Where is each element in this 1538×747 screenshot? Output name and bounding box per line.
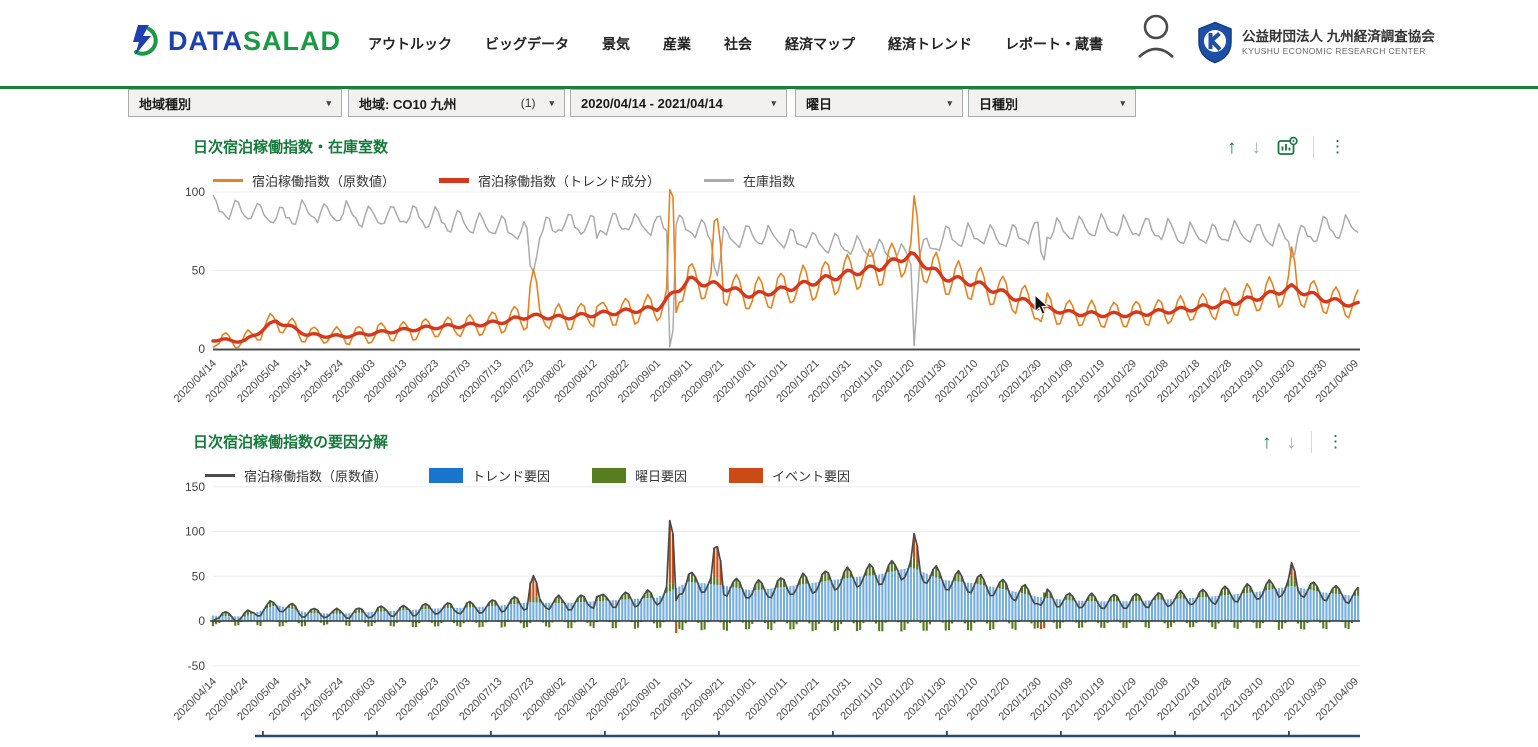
legend-swatch [213,179,243,182]
next-chart-tick [832,731,834,736]
datasalad-logo[interactable]: DATASALAD [126,24,341,58]
move-down-icon[interactable]: ↓ [1286,431,1297,453]
y-tick-label: 100 [185,525,205,539]
nav-item-keiki[interactable]: 景気 [602,36,630,52]
nav-item-bigdata[interactable]: ビッグデータ [485,36,569,52]
legend-item-trend-factor[interactable]: トレンド要因 [429,466,550,485]
legend-swatch [592,468,627,483]
filter-label: 曜日 [806,96,833,112]
move-down-icon[interactable]: ↓ [1251,136,1262,158]
legend-item-inventory[interactable]: 在庫指数 [704,171,795,190]
legend-item-weekday-factor[interactable]: 曜日要因 [592,466,687,485]
legend-label: トレンド要因 [472,469,551,484]
decomposition-chart-title: 日次宿泊稼働指数の要因分解 [193,434,389,451]
legend-label: 宿泊稼働指数（原数値） [244,469,388,484]
y-tick-label: 0 [198,342,205,356]
kebab-menu-icon[interactable]: ⋮ [1327,432,1344,451]
next-chart-tick [604,731,606,736]
main-nav: アウトルック ビッグデータ 景気 産業 社会 経済マップ 経済トレンド レポート… [368,34,1103,54]
filter-label: 地域: CO10 九州 [359,96,457,112]
nav-item-econ-trend[interactable]: 経済トレンド [888,36,972,52]
header: DATASALAD アウトルック ビッグデータ 景気 産業 社会 経済マップ 経… [0,0,1538,86]
chevron-down-icon: ▾ [771,97,776,108]
filter-weekday[interactable]: 曜日 ▾ [795,89,963,117]
legend-swatch [439,178,470,183]
kerc-shield-icon [1198,21,1232,64]
legend-label: 曜日要因 [635,469,688,484]
y-tick-label: -50 [188,659,206,673]
legend-swatch [729,468,764,483]
decomposition-chart-legend: 宿泊稼働指数（原数値） トレンド要因 曜日要因 イベント要因 [205,466,850,485]
y-tick-label: 50 [192,569,206,583]
header-divider [0,86,1538,89]
occupancy-chart-toolbar: ↑ ↓ ⋮ [1227,136,1346,158]
legend-label: イベント要因 [772,469,851,484]
toolbar-divider [1313,136,1314,158]
chevron-down-icon: ▾ [549,97,554,108]
series-occupancy-trend [211,251,1360,344]
decomposition-chart-toolbar: ↑ ↓ ⋮ [1262,431,1344,453]
nav-item-outlook[interactable]: アウトルック [368,36,452,52]
legend-label: 宿泊稼働指数（トレンド成分） [478,174,661,189]
filter-label: 日種別 [979,96,1019,112]
chevron-down-icon: ▾ [1120,97,1125,108]
move-up-icon[interactable]: ↑ [1227,136,1237,158]
y-tick-label: 150 [185,480,205,494]
next-chart-tick [376,731,378,736]
filter-region-type[interactable]: 地域種別 ▾ [128,89,342,117]
occupancy-chart-legend: 宿泊稼働指数（原数値） 宿泊稼働指数（トレンド成分） 在庫指数 [213,171,795,190]
next-chart-tick [262,731,264,736]
legend-label: 在庫指数 [743,174,796,189]
y-tick-label: 0 [198,614,205,628]
org-text: 公益財団法人 九州経済調査協会 KYUSHU ECONOMIC RESEARCH… [1242,29,1435,57]
legend-item-event-factor[interactable]: イベント要因 [729,466,850,485]
legend-swatch [429,468,464,483]
legend-swatch [205,474,235,477]
series-inventory-index [212,194,1359,348]
next-chart-tick [1288,731,1290,736]
y-tick-label: 100 [185,185,205,199]
next-chart-tick [1174,731,1176,736]
org-name-ja: 公益財団法人 九州経済調査協会 [1242,28,1435,44]
mouse-cursor [1034,294,1049,316]
filter-label: 2020/04/14 - 2021/04/14 [581,95,723,111]
nav-item-econ-map[interactable]: 経済マップ [785,36,855,52]
legend-item-raw-line[interactable]: 宿泊稼働指数（原数値） [205,466,387,485]
move-up-icon[interactable]: ↑ [1262,431,1272,453]
next-chart-tick [1060,731,1062,736]
legend-item-trend[interactable]: 宿泊稼働指数（トレンド成分） [439,171,660,190]
chevron-down-icon: ▾ [326,97,331,108]
nav-item-report[interactable]: レポート・蔵書 [1005,36,1103,52]
filter-region[interactable]: 地域: CO10 九州 (1) ▾ [348,89,565,117]
nav-item-shakai[interactable]: 社会 [724,36,752,52]
chevron-down-icon: ▾ [947,97,952,108]
user-avatar-icon[interactable] [1134,11,1178,64]
series-occupancy-raw-line [212,519,1359,622]
chart-settings-icon[interactable] [1276,136,1298,158]
datasalad-logo-icon [133,25,158,56]
filter-date-range[interactable]: 2020/04/14 - 2021/04/14 ▾ [570,89,787,117]
next-chart-tick [490,731,492,736]
next-chart-tick [718,731,720,736]
kebab-menu-icon[interactable]: ⋮ [1329,137,1346,156]
legend-swatch [704,179,735,182]
occupancy-chart-title: 日次宿泊稼働指数・在庫室数 [193,139,389,156]
kerc-logo[interactable]: 公益財団法人 九州経済調査協会 KYUSHU ECONOMIC RESEARCH… [1196,21,1435,64]
org-name-en: KYUSHU ECONOMIC RESEARCH CENTER [1242,45,1426,56]
series-occupancy-raw [212,188,1359,349]
filter-day-type[interactable]: 日種別 ▾ [968,89,1136,117]
nav-item-sangyo[interactable]: 産業 [663,36,691,52]
legend-label: 宿泊稼働指数（原数値） [252,174,396,189]
legend-item-raw[interactable]: 宿泊稼働指数（原数値） [213,171,395,190]
toolbar-divider [1311,431,1312,453]
filter-label: 地域種別 [139,96,192,112]
logo-text: DATASALAD [168,25,341,56]
next-chart-tick [946,731,948,736]
y-tick-label: 50 [192,264,206,278]
filter-selected-count: (1) [520,96,536,110]
